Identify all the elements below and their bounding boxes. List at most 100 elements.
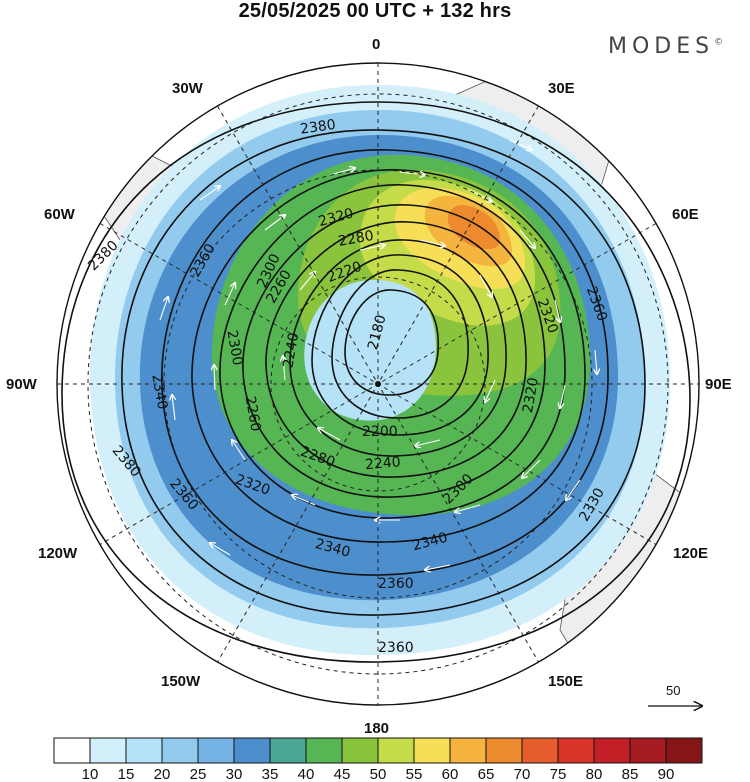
- colorbar-tick-label: 60: [442, 766, 459, 782]
- colorbar-swatch: [89, 737, 127, 764]
- wind-arrow: [292, 495, 316, 506]
- contour-2300: [219, 184, 566, 519]
- wind-arrow: [299, 272, 315, 291]
- colorbar-swatch: [377, 737, 415, 764]
- contour-label: 2240: [364, 454, 401, 473]
- colorbar-swatch: [125, 737, 163, 764]
- wind-arrow: [159, 297, 168, 321]
- contour-label: 2360: [378, 640, 414, 656]
- colorbar-tick-label: 20: [154, 766, 171, 782]
- wind-arrow: [425, 564, 451, 570]
- contour-2220: [311, 254, 489, 436]
- south-pole-dot: [375, 381, 381, 387]
- contour-2240: [289, 239, 507, 457]
- colorbar-tick-label: 25: [190, 766, 207, 782]
- lon-label-90w: 90W: [6, 376, 38, 393]
- contour-label: 2380: [299, 117, 337, 138]
- wind-arrow: [172, 395, 175, 421]
- contour-label: 2320: [520, 376, 542, 414]
- wind-arrow: [359, 245, 385, 251]
- reference-vector-label: 50: [666, 683, 680, 698]
- wind-arrow: [318, 428, 341, 441]
- colorbar-swatch: [269, 737, 307, 764]
- contour-label: 2300: [223, 329, 245, 367]
- colorbar-swatch: [521, 737, 559, 764]
- lon-label-180: 180: [364, 720, 389, 737]
- lon-label-150w: 150W: [161, 673, 201, 690]
- wind-arrow: [522, 459, 541, 478]
- colorbar-swatch: [449, 737, 487, 764]
- lon-label-60e: 60E: [672, 206, 699, 223]
- lon-label-150e: 150E: [548, 673, 583, 690]
- lon-label-0: 0: [372, 36, 380, 53]
- contour-2260: [265, 221, 527, 478]
- contour-label: 2240: [280, 331, 302, 369]
- map-body: [57, 63, 699, 705]
- lon-label-120e: 120E: [673, 545, 708, 562]
- colorbar-swatch: [341, 737, 379, 764]
- colorbar-swatch: [233, 737, 271, 764]
- colorbar-tick-label: 75: [550, 766, 567, 782]
- lon-label-120w: 120W: [38, 545, 78, 562]
- contour-label: 2260: [242, 395, 264, 433]
- contour-2360: [121, 129, 646, 616]
- wind-arrow: [329, 168, 355, 176]
- colorbar-tick-label: 45: [334, 766, 351, 782]
- wind-arrow: [455, 504, 481, 512]
- wind-arrow: [519, 229, 535, 248]
- copyright-mark: ©: [714, 37, 724, 48]
- wind-arrow: [595, 349, 597, 374]
- wind-arrow: [210, 543, 231, 556]
- wind-arrow: [509, 139, 532, 150]
- colorbar-swatch: [593, 737, 631, 764]
- colorbar-tick-label: 85: [622, 766, 639, 782]
- colorbar-tick-label: 70: [514, 766, 531, 782]
- wind-arrow: [560, 384, 566, 408]
- colorbar-tick-label: 65: [478, 766, 495, 782]
- wind-arrow: [415, 439, 441, 446]
- reference-vector: 50: [648, 683, 702, 706]
- colorbar-swatch: [305, 737, 343, 764]
- map-border: [56, 62, 700, 706]
- wind-arrow: [419, 239, 445, 246]
- wind-arrow: [214, 365, 215, 391]
- wind-vectors: [159, 139, 597, 570]
- colorbar-tick-label: 55: [406, 766, 423, 782]
- wind-arrow: [566, 479, 581, 500]
- colorbar-swatch: [413, 737, 451, 764]
- latitude-circle: [270, 276, 486, 492]
- geopotential-contours: [61, 101, 691, 663]
- wind-arrow: [232, 440, 246, 461]
- map-title: 25/05/2025 00 UTC + 132 hrs: [238, 0, 512, 22]
- contour-2320: [191, 169, 586, 543]
- contour-2180: [344, 289, 440, 396]
- contour-label: 2360: [378, 576, 414, 592]
- colorbar-tick-label: 40: [298, 766, 315, 782]
- brand-logo: MODES©: [608, 34, 723, 59]
- colorbar-tick-label: 50: [370, 766, 387, 782]
- contour-label: 2340: [148, 373, 170, 411]
- colorbar-swatch: [197, 737, 235, 764]
- contour-label: 2200: [362, 424, 398, 440]
- colorbar-swatch: [485, 737, 523, 764]
- colorbar-swatch: [557, 737, 595, 764]
- contour-2340: [161, 149, 609, 576]
- contour-2280: [242, 204, 546, 498]
- colorbar-tick-label: 30: [226, 766, 243, 782]
- colorbar: 10 15 20 25 30 35 40 45 50 55 60 65 70 75 80 85 90: [53, 737, 703, 782]
- contour-2380: [61, 101, 691, 663]
- colorbar-tick-label: 10: [82, 766, 99, 782]
- brand-text: MODES: [608, 34, 715, 59]
- wind-arrow: [485, 379, 496, 402]
- colorbar-tick-label: 90: [658, 766, 675, 782]
- wind-arrow: [479, 274, 492, 297]
- colorbar-swatch: [629, 737, 667, 764]
- colorbar-swatch: [53, 737, 91, 764]
- wind-arrow: [199, 186, 220, 201]
- wind-arrow: [283, 356, 285, 381]
- colorbar-swatch: [161, 737, 199, 764]
- contour-label: 2280: [337, 228, 375, 250]
- colorbar-tick-label: 15: [118, 766, 135, 782]
- colorbar-tick-label: 80: [586, 766, 603, 782]
